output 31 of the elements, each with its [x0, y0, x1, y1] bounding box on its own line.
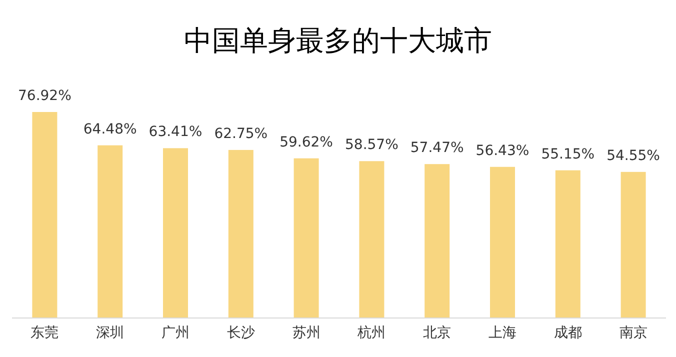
x-tick-label: 长沙 [226, 325, 255, 341]
x-tick-label: 东莞 [30, 325, 59, 341]
chart-title: 中国单身最多的十大城市 [184, 24, 492, 57]
data-label: 63.41% [148, 124, 202, 140]
bar [32, 112, 58, 318]
data-label: 59.62% [280, 134, 333, 150]
data-label: 57.47% [410, 140, 464, 156]
bar [294, 158, 319, 318]
x-tick-label: 成都 [554, 325, 582, 341]
data-label: 62.75% [214, 126, 268, 142]
x-tick-label: 杭州 [356, 325, 386, 341]
data-label: 64.48% [83, 121, 137, 138]
bar [98, 145, 123, 318]
data-label: 56.43% [476, 142, 530, 159]
x-tick-label: 上海 [488, 325, 516, 341]
x-tick-label: 南京 [619, 325, 648, 341]
data-label: 76.92% [18, 88, 72, 104]
x-tick-label: 苏州 [292, 325, 320, 341]
x-tick-label: 北京 [423, 325, 452, 341]
bar [620, 172, 646, 318]
bar [228, 150, 254, 318]
bar [555, 170, 580, 318]
bar [359, 161, 384, 318]
bar [163, 148, 188, 318]
data-label: 55.15% [541, 146, 595, 162]
bar [490, 166, 515, 318]
data-label: 54.55% [606, 148, 660, 164]
x-tick-label: 广州 [162, 325, 190, 341]
bar [424, 164, 450, 318]
data-label: 58.57% [345, 137, 398, 154]
x-tick-label: 深圳 [96, 325, 124, 341]
